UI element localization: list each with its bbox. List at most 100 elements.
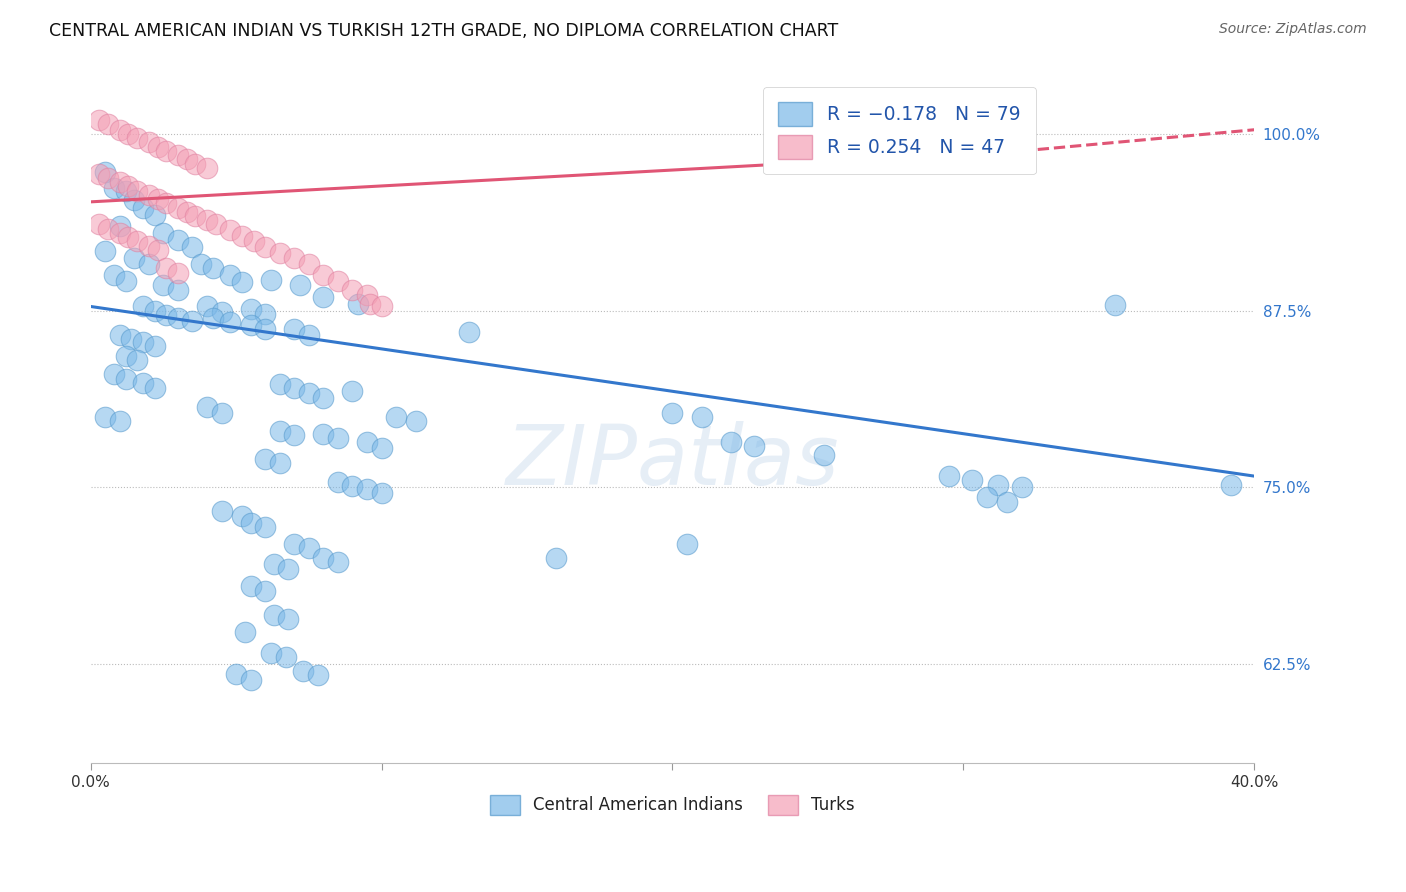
Point [359,296,381,310]
Point [976,491,998,505]
Point [405,414,427,428]
Point [108,219,131,233]
Point [146,243,169,257]
Point [143,303,166,318]
Text: Source: ZipAtlas.com: Source: ZipAtlas.com [1219,22,1367,37]
Point [960,474,983,488]
Point [239,302,262,317]
Point [132,376,155,390]
Point [155,144,177,158]
Point [312,426,335,441]
Point [143,339,166,353]
Point [283,382,305,396]
Point [132,334,155,349]
Point [277,562,299,576]
Point [385,409,408,424]
Point [242,235,264,249]
Point [269,377,291,392]
Point [94,165,117,179]
Point [342,479,364,493]
Point [117,127,139,141]
Point [120,332,142,346]
Point [108,175,131,189]
Point [546,551,568,566]
Point [155,196,177,211]
Point [211,504,233,518]
Point [254,583,277,598]
Point [987,477,1010,491]
Point [239,673,262,687]
Point [138,257,160,271]
Point [219,315,242,329]
Point [938,469,960,483]
Point [254,452,277,467]
Point [326,274,349,288]
Point [108,327,131,342]
Point [117,179,139,194]
Point [138,136,160,150]
Point [292,665,315,679]
Point [370,441,392,455]
Point [94,244,117,259]
Point [108,414,131,428]
Point [201,310,224,325]
Point [254,322,277,336]
Point [370,486,392,500]
Point [204,218,226,232]
Point [184,156,207,170]
Point [356,435,378,450]
Point [211,405,233,419]
Point [239,318,262,332]
Point [155,261,177,276]
Point [312,392,335,406]
Legend: Central American Indians, Turks: Central American Indians, Turks [482,787,863,823]
Point [94,409,117,424]
Point [231,508,253,523]
Point [108,226,131,240]
Point [254,307,277,321]
Point [1220,477,1243,491]
Point [97,170,120,185]
Point [263,607,285,622]
Point [370,300,392,314]
Point [239,579,262,593]
Point [260,646,283,660]
Point [326,431,349,445]
Point [307,668,329,682]
Point [184,209,207,223]
Point [298,257,321,271]
Point [298,327,321,342]
Point [342,384,364,399]
Point [219,223,242,237]
Point [181,313,204,327]
Point [114,184,136,198]
Point [89,167,111,181]
Point [201,261,224,276]
Point [277,612,299,626]
Point [176,153,198,167]
Point [283,252,305,266]
Point [231,228,253,243]
Point [117,230,139,244]
Point [103,368,125,382]
Point [231,276,253,290]
Point [298,385,321,400]
Point [127,353,149,368]
Point [181,240,204,254]
Point [1011,480,1033,494]
Point [274,650,297,665]
Point [347,296,370,310]
Point [690,409,713,424]
Point [254,520,277,534]
Point [176,204,198,219]
Point [167,266,190,280]
Point [138,187,160,202]
Point [263,557,285,571]
Point [312,551,335,566]
Point [283,322,305,336]
Point [219,268,242,283]
Point [1104,298,1126,312]
Point [312,289,335,303]
Point [211,305,233,319]
Point [283,428,305,442]
